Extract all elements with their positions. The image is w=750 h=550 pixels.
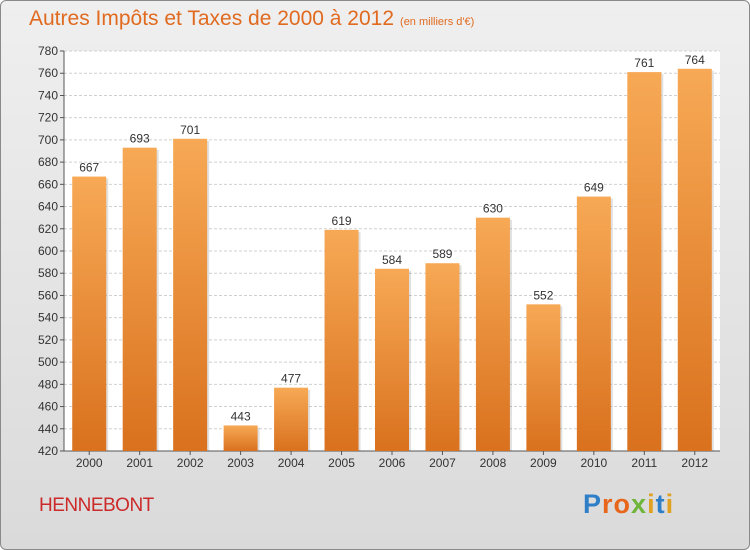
y-tick-label: 700 — [38, 133, 58, 147]
bar — [324, 229, 359, 451]
bar-value-label: 764 — [685, 53, 705, 67]
bar-value-label: 761 — [634, 56, 654, 70]
y-tick-label: 620 — [38, 222, 58, 236]
commune-name: HENNEBONT — [39, 495, 154, 516]
bar-value-label: 477 — [281, 372, 301, 386]
x-tick-label: 2006 — [379, 456, 406, 470]
x-tick-label: 2004 — [278, 456, 305, 470]
y-tick-label: 460 — [38, 400, 58, 414]
bar — [375, 268, 409, 451]
y-tick-label: 560 — [38, 288, 58, 302]
bar — [475, 217, 510, 451]
bar-value-label: 589 — [432, 247, 452, 261]
proxiti-letter: P — [583, 489, 603, 519]
y-tick-label: 640 — [38, 200, 58, 214]
proxiti-letter: t — [655, 489, 666, 519]
bar — [576, 196, 611, 451]
bar-value-label: 667 — [79, 161, 99, 175]
y-tick-label: 720 — [38, 111, 58, 125]
y-tick-label: 500 — [38, 355, 58, 369]
bar-value-label: 443 — [231, 409, 251, 423]
bar-value-label: 619 — [332, 214, 352, 228]
chart-title-text: Autres Impôts et Taxes de 2000 à 2012 — [29, 7, 395, 30]
bar-value-label: 584 — [382, 253, 402, 267]
y-tick-label: 440 — [38, 422, 58, 436]
proxiti-letter: r — [602, 489, 614, 519]
chart-title: Autres Impôts et Taxes de 2000 à 2012 (en… — [29, 7, 474, 31]
proxiti-letter: x — [631, 489, 648, 519]
proxiti-logo: Proxiti — [583, 489, 674, 520]
bar-value-label: 701 — [180, 123, 200, 137]
x-tick-label: 2003 — [227, 456, 254, 470]
bar — [72, 176, 107, 452]
proxiti-letter: i — [647, 489, 656, 519]
y-tick-label: 520 — [38, 333, 58, 347]
proxiti-letter: i — [665, 489, 675, 519]
y-tick-label: 680 — [38, 155, 58, 169]
bar-value-label: 693 — [130, 132, 150, 146]
y-tick-label: 740 — [38, 88, 58, 102]
bar-value-label: 649 — [584, 181, 604, 195]
y-tick-label: 540 — [38, 311, 58, 325]
bar — [274, 387, 309, 451]
bar — [627, 72, 662, 451]
y-tick-label: 760 — [38, 66, 58, 80]
bar-value-label: 630 — [483, 202, 503, 216]
x-tick-label: 2002 — [177, 456, 204, 470]
x-tick-label: 2001 — [126, 456, 153, 470]
y-tick-label: 660 — [38, 177, 58, 191]
x-tick-label: 2012 — [681, 456, 708, 470]
bar — [425, 263, 460, 451]
bar — [677, 68, 712, 452]
x-tick-label: 2011 — [631, 456, 657, 470]
x-tick-label: 2005 — [328, 456, 355, 470]
y-tick-label: 580 — [38, 266, 58, 280]
y-tick-label: 480 — [38, 377, 58, 391]
x-tick-label: 2007 — [429, 456, 456, 470]
proxiti-letter: o — [613, 489, 632, 519]
chart-unit: (en milliers d'€) — [400, 16, 475, 28]
bar — [526, 304, 561, 451]
bar-value-label: 552 — [533, 288, 553, 302]
x-tick-label: 2009 — [530, 456, 557, 470]
bar — [173, 138, 208, 451]
bar — [223, 425, 258, 451]
y-tick-label: 780 — [38, 44, 58, 58]
x-tick-label: 2008 — [480, 456, 507, 470]
x-tick-label: 2000 — [76, 456, 103, 470]
bar — [122, 147, 157, 451]
x-tick-label: 2010 — [580, 456, 607, 470]
y-tick-label: 420 — [38, 444, 58, 458]
y-tick-label: 600 — [38, 244, 58, 258]
